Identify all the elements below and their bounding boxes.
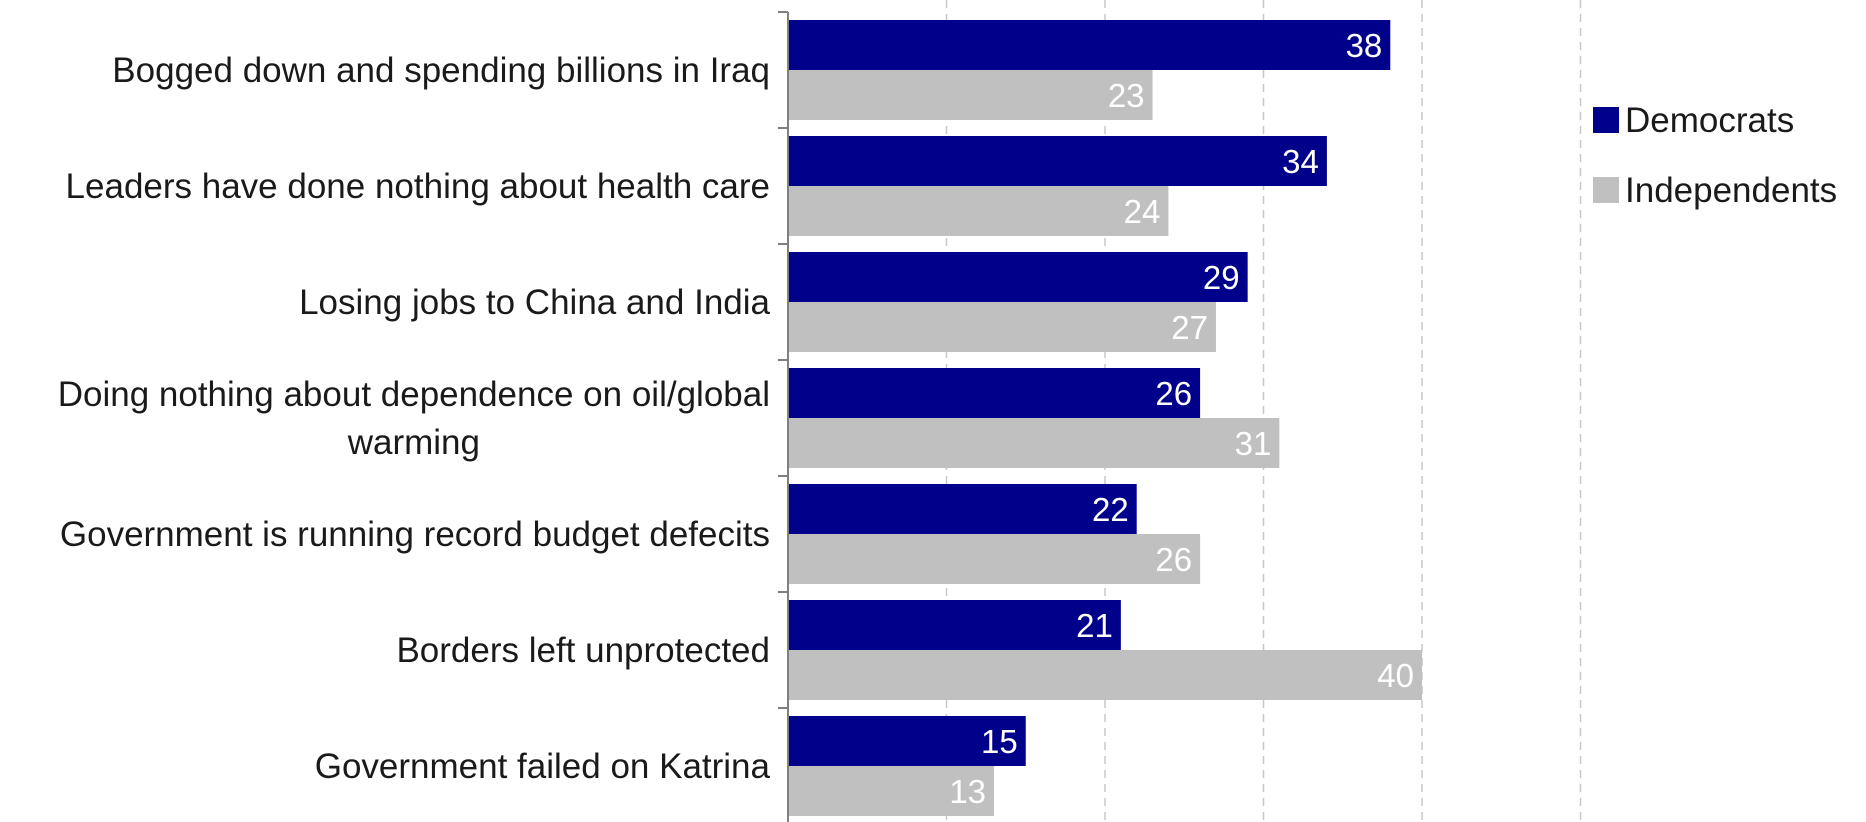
value-label-independents-4: 26 <box>1155 541 1192 578</box>
value-label-democrats-4: 22 <box>1092 491 1129 528</box>
value-label-independents-6: 13 <box>949 773 986 810</box>
value-label-democrats-1: 34 <box>1282 143 1319 180</box>
category-label-2: Losing jobs to China and India <box>299 283 770 322</box>
bars <box>788 20 1422 816</box>
value-labels: 38 23 34 24 29 27 26 31 22 26 21 40 15 13 <box>949 27 1414 810</box>
category-label-line: Government failed on Katrina <box>315 747 771 786</box>
bar-independents-3 <box>788 418 1280 468</box>
category-label-6: Government failed on Katrina <box>315 747 771 786</box>
value-label-independents-0: 23 <box>1108 77 1145 114</box>
legend-label-democrats: Democrats <box>1625 101 1794 140</box>
y-axis <box>778 11 789 822</box>
category-label-line: Borders left unprotected <box>396 631 770 670</box>
value-label-independents-2: 27 <box>1171 309 1208 346</box>
bar-democrats-5 <box>788 600 1121 650</box>
category-label-0: Bogged down and spending billions in Ira… <box>112 51 770 90</box>
category-label-line: warming <box>347 423 480 462</box>
bar-independents-4 <box>788 534 1201 584</box>
bar-democrats-3 <box>788 368 1201 418</box>
value-label-democrats-0: 38 <box>1346 27 1383 64</box>
legend-label-independents: Independents <box>1625 171 1837 210</box>
value-label-independents-1: 24 <box>1124 193 1161 230</box>
bar-independents-5 <box>788 650 1422 700</box>
bar-independents-1 <box>788 186 1169 236</box>
category-label-line: Leaders have done nothing about health c… <box>66 167 770 206</box>
value-label-democrats-2: 29 <box>1203 259 1240 296</box>
bar-independents-0 <box>788 70 1153 120</box>
bar-democrats-6 <box>788 716 1026 766</box>
bar-independents-2 <box>788 302 1216 352</box>
category-label-line: Doing nothing about dependence on oil/gl… <box>58 375 770 414</box>
legend: Democrats Independents <box>1593 101 1837 210</box>
value-label-democrats-5: 21 <box>1076 607 1113 644</box>
category-label-line: Bogged down and spending billions in Ira… <box>112 51 770 90</box>
bar-democrats-2 <box>788 252 1248 302</box>
category-label-5: Borders left unprotected <box>396 631 770 670</box>
category-label-line: Losing jobs to China and India <box>299 283 770 322</box>
legend-swatch-democrats <box>1593 107 1619 133</box>
bar-democrats-1 <box>788 136 1327 186</box>
bar-democrats-4 <box>788 484 1137 534</box>
category-label-4: Government is running record budget defe… <box>60 515 770 554</box>
category-label-3: Doing nothing about dependence on oil/gl… <box>58 375 770 462</box>
value-label-independents-3: 31 <box>1235 425 1272 462</box>
bar-democrats-0 <box>788 20 1391 70</box>
category-label-line: Government is running record budget defe… <box>60 515 770 554</box>
value-label-democrats-6: 15 <box>981 723 1018 760</box>
category-labels: Bogged down and spending billions in Ira… <box>58 51 771 786</box>
legend-swatch-independents <box>1593 177 1619 203</box>
value-label-democrats-3: 26 <box>1155 375 1192 412</box>
category-label-1: Leaders have done nothing about health c… <box>66 167 770 206</box>
value-label-independents-5: 40 <box>1377 657 1414 694</box>
bar-independents-6 <box>788 766 995 816</box>
